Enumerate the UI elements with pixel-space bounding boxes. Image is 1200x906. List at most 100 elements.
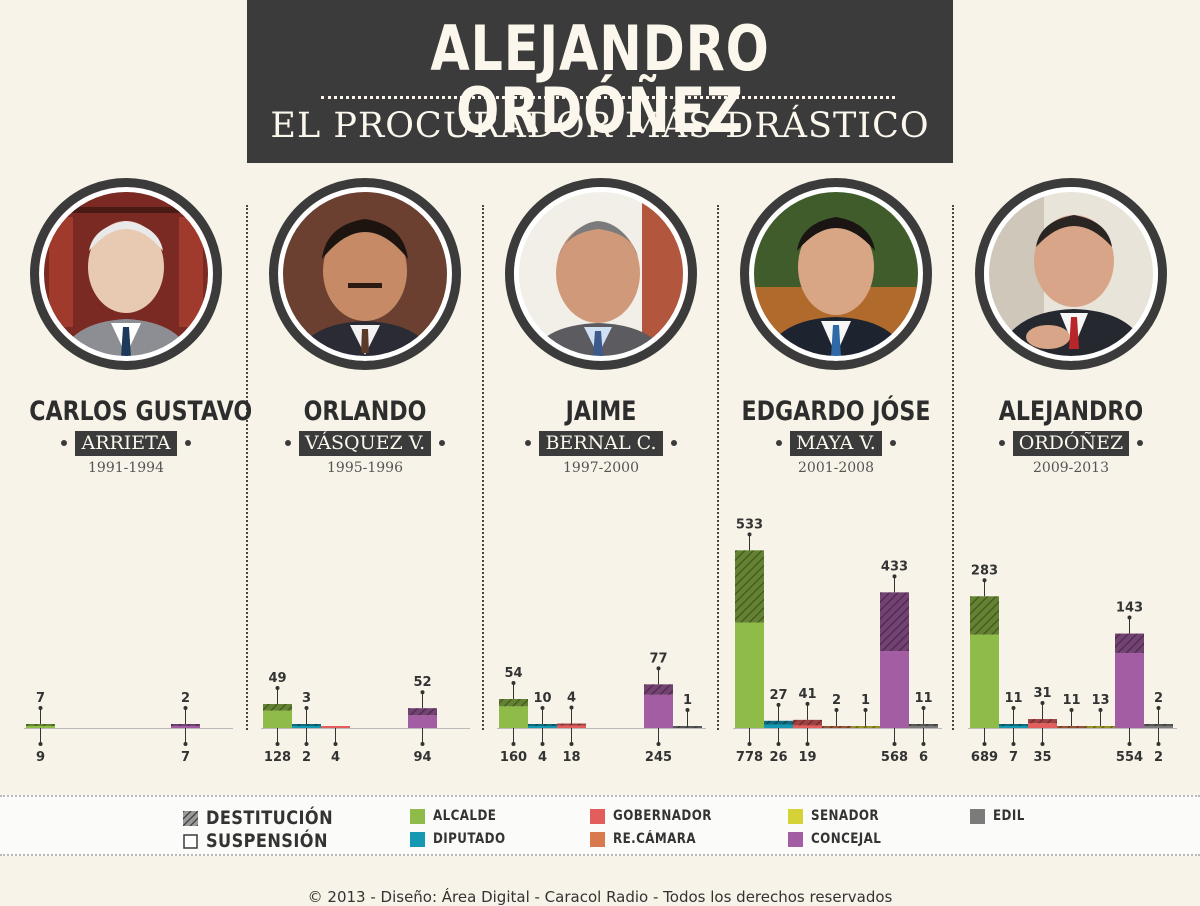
person-years: 2001-2008 xyxy=(798,459,874,476)
bar-suspension-concejal xyxy=(880,651,909,728)
person-card: CARLOS GUSTAVO ARRIETA 1991-1994 xyxy=(8,178,252,476)
suspension-value-label: 4 xyxy=(538,750,547,765)
destitucion-leader-dot xyxy=(863,708,868,712)
destitucion-leader-dot xyxy=(511,681,516,686)
suspension-value-label: 18 xyxy=(562,750,580,765)
legend-recamara: RE.CÁMARA xyxy=(590,831,711,847)
bar-destitucion-hatch xyxy=(851,726,880,728)
page-subtitle: EL PROCURADOR MÁS DRÁSTICO xyxy=(270,106,930,146)
destitucion-value-label: 4 xyxy=(567,691,576,706)
destitucion-leader-dot xyxy=(38,706,43,710)
suspension-value-label: 9 xyxy=(36,750,45,765)
suspension-leader-dot xyxy=(183,742,188,746)
suspension-leader-dot xyxy=(921,742,926,746)
suspension-value-label: 160 xyxy=(500,750,527,765)
suspension-value-label: 94 xyxy=(413,750,431,765)
bar-destitucion-hatch xyxy=(764,720,793,725)
portrait-photo xyxy=(740,178,932,370)
destitucion-value-label: 3 xyxy=(302,691,311,706)
destitucion-value-label: 7 xyxy=(36,691,45,706)
bar-destitucion-hatch xyxy=(1057,726,1086,728)
bar-destitucion-hatch xyxy=(673,726,702,728)
destitucion-value-label: 11 xyxy=(1004,691,1022,706)
destitucion-leader-dot xyxy=(1011,706,1016,710)
destitucion-value-label: 31 xyxy=(1033,686,1051,701)
legend-label: RE.CÁMARA xyxy=(613,831,697,847)
destitucion-value-label: 77 xyxy=(649,651,667,666)
legend-label: ALCALDE xyxy=(433,808,497,824)
destitucion-leader-dot xyxy=(1156,706,1161,710)
destitucion-leader-dot xyxy=(776,702,781,707)
person-last-name: ARRIETA xyxy=(75,431,177,456)
destitucion-value-label: 433 xyxy=(881,559,908,574)
column-divider xyxy=(717,205,719,730)
bar-destitucion-hatch xyxy=(822,726,851,728)
bullet-dot xyxy=(525,440,532,447)
portrait-photo xyxy=(30,178,222,370)
chart-legend: DESTITUCIÓN SUSPENSIÓN ALCALDE DIPUTADO … xyxy=(0,795,1200,856)
suspension-value-label: 4 xyxy=(331,750,340,765)
person-first-name: JAIME xyxy=(565,396,637,427)
legend-suspension-swatch xyxy=(183,833,198,849)
legend-label: SUSPENSIÓN xyxy=(206,830,328,852)
bar-destitucion-hatch xyxy=(1028,719,1057,724)
title-dotted-rule xyxy=(321,96,895,99)
legend-edil-swatch xyxy=(970,808,985,824)
footer-credit: © 2013 - Diseño: Área Digital - Caracol … xyxy=(307,888,893,906)
suspension-leader-dot xyxy=(569,742,574,746)
suspension-value-label: 2 xyxy=(302,750,311,765)
bar-suspension-diputado xyxy=(528,726,557,728)
destitucion-value-label: 1 xyxy=(861,693,870,708)
legend-diputado-swatch xyxy=(410,831,425,847)
legend-destitucion: DESTITUCIÓN xyxy=(183,807,355,829)
bar-suspension-alcalde xyxy=(263,710,292,728)
bar-destitucion-hatch xyxy=(1144,724,1173,726)
suspension-value-label: 2 xyxy=(1154,750,1163,765)
destitucion-leader-dot xyxy=(1069,708,1074,712)
portrait-photo xyxy=(505,178,697,370)
destitucion-leader-dot xyxy=(1127,615,1132,620)
legend-label: DIPUTADO xyxy=(433,831,506,847)
suspension-leader-dot xyxy=(275,742,280,746)
bar-suspension-alcalde xyxy=(26,726,55,728)
legend-alcalde-swatch xyxy=(410,808,425,824)
page-title: ALEJANDRO ORDÓÑEZ xyxy=(430,12,770,147)
person-years: 2009-2013 xyxy=(1033,459,1109,476)
person-card: EDGARDO JÓSE MAYA V. 2001-2008 xyxy=(718,178,954,476)
person-first-name: ALEJANDRO xyxy=(998,396,1144,427)
bar-suspension-alcalde xyxy=(735,622,764,728)
suspension-leader-dot xyxy=(805,742,810,746)
bar-destitucion-hatch xyxy=(909,724,938,726)
title-banner: ALEJANDRO ORDÓÑEZ EL PROCURADOR MÁS DRÁS… xyxy=(247,0,953,163)
bar-suspension-alcalde xyxy=(499,706,528,728)
suspension-value-label: 6 xyxy=(919,750,928,765)
destitucion-value-label: 27 xyxy=(769,688,787,703)
suspension-value-label: 35 xyxy=(1033,750,1051,765)
destitucion-value-label: 143 xyxy=(1116,601,1143,616)
person-card: ALEJANDRO ORDÓÑEZ 2009-2013 xyxy=(953,178,1189,476)
legend-recamara-swatch xyxy=(590,831,605,847)
destitucion-leader-dot xyxy=(1040,701,1045,706)
destitucion-leader-dot xyxy=(656,666,661,671)
destitucion-value-label: 10 xyxy=(533,691,551,706)
person-last-name: VÁSQUEZ V. xyxy=(298,431,432,456)
bar-suspension-gobernador xyxy=(1028,723,1057,728)
suspension-leader-dot xyxy=(540,742,545,746)
portrait-photo xyxy=(269,178,461,370)
column-divider xyxy=(952,205,954,730)
bar-suspension-diputado xyxy=(999,726,1028,728)
destitucion-leader-dot xyxy=(540,706,545,710)
person-last-name: MAYA V. xyxy=(790,431,882,456)
bar-suspension-alcalde xyxy=(970,634,999,728)
bullet-dot xyxy=(670,440,677,447)
destitucion-value-label: 13 xyxy=(1091,693,1109,708)
legend-edil: EDIL xyxy=(970,808,1030,824)
bar-destitucion-hatch xyxy=(499,699,528,707)
bar-destitucion-hatch xyxy=(171,724,200,726)
legend-destitucion-swatch xyxy=(183,810,198,826)
destitucion-value-label: 283 xyxy=(971,563,998,578)
bar-destitucion-hatch xyxy=(999,724,1028,726)
destitucion-leader-dot xyxy=(921,706,926,710)
destitucion-value-label: 533 xyxy=(736,517,763,532)
